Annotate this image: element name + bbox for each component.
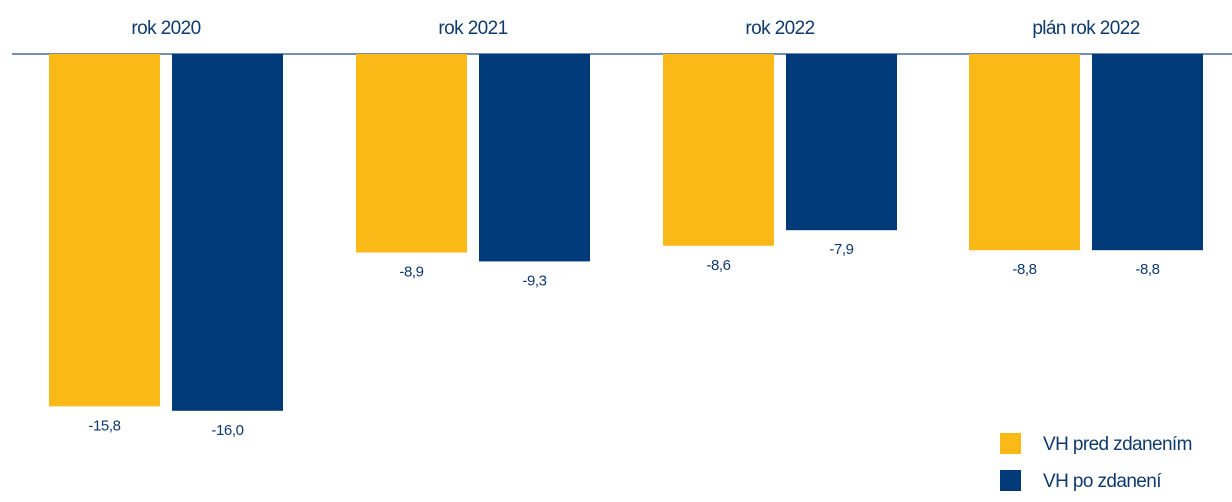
bar (172, 54, 283, 411)
bar (1092, 54, 1203, 251)
bar (356, 54, 467, 253)
bar (786, 54, 897, 231)
category-label: plán rok 2022 (1032, 18, 1139, 39)
legend: VH pred zdanením VH po zdanení (1000, 433, 1192, 492)
legend-label: VH pred zdanením (1043, 434, 1192, 455)
bar (969, 54, 1080, 251)
bar (479, 54, 590, 262)
legend-swatch (1000, 470, 1021, 491)
category-label: rok 2022 (745, 18, 814, 39)
data-label: -8,8 (1012, 261, 1036, 278)
category-label: rok 2021 (438, 18, 507, 39)
bars (49, 54, 1203, 411)
category-labels: rok 2020 rok 2021 rok 2022 plán rok 2022 (131, 18, 1140, 39)
value-labels: -15,8 -8,9 -8,6 -8,8 -16,0 -9,3 -7,9 -8,8 (88, 241, 1160, 439)
legend-label: VH po zdanení (1043, 471, 1162, 492)
bar (663, 54, 774, 246)
data-label: -15,8 (88, 417, 120, 434)
data-label: -8,8 (1135, 261, 1159, 278)
data-label: -16,0 (211, 422, 243, 439)
data-label: -8,6 (706, 257, 730, 274)
data-label: -7,9 (829, 241, 853, 258)
data-label: -9,3 (522, 272, 546, 289)
bar (49, 54, 160, 407)
data-label: -8,9 (399, 264, 423, 281)
legend-swatch (1000, 433, 1021, 454)
category-label: rok 2020 (131, 18, 200, 39)
